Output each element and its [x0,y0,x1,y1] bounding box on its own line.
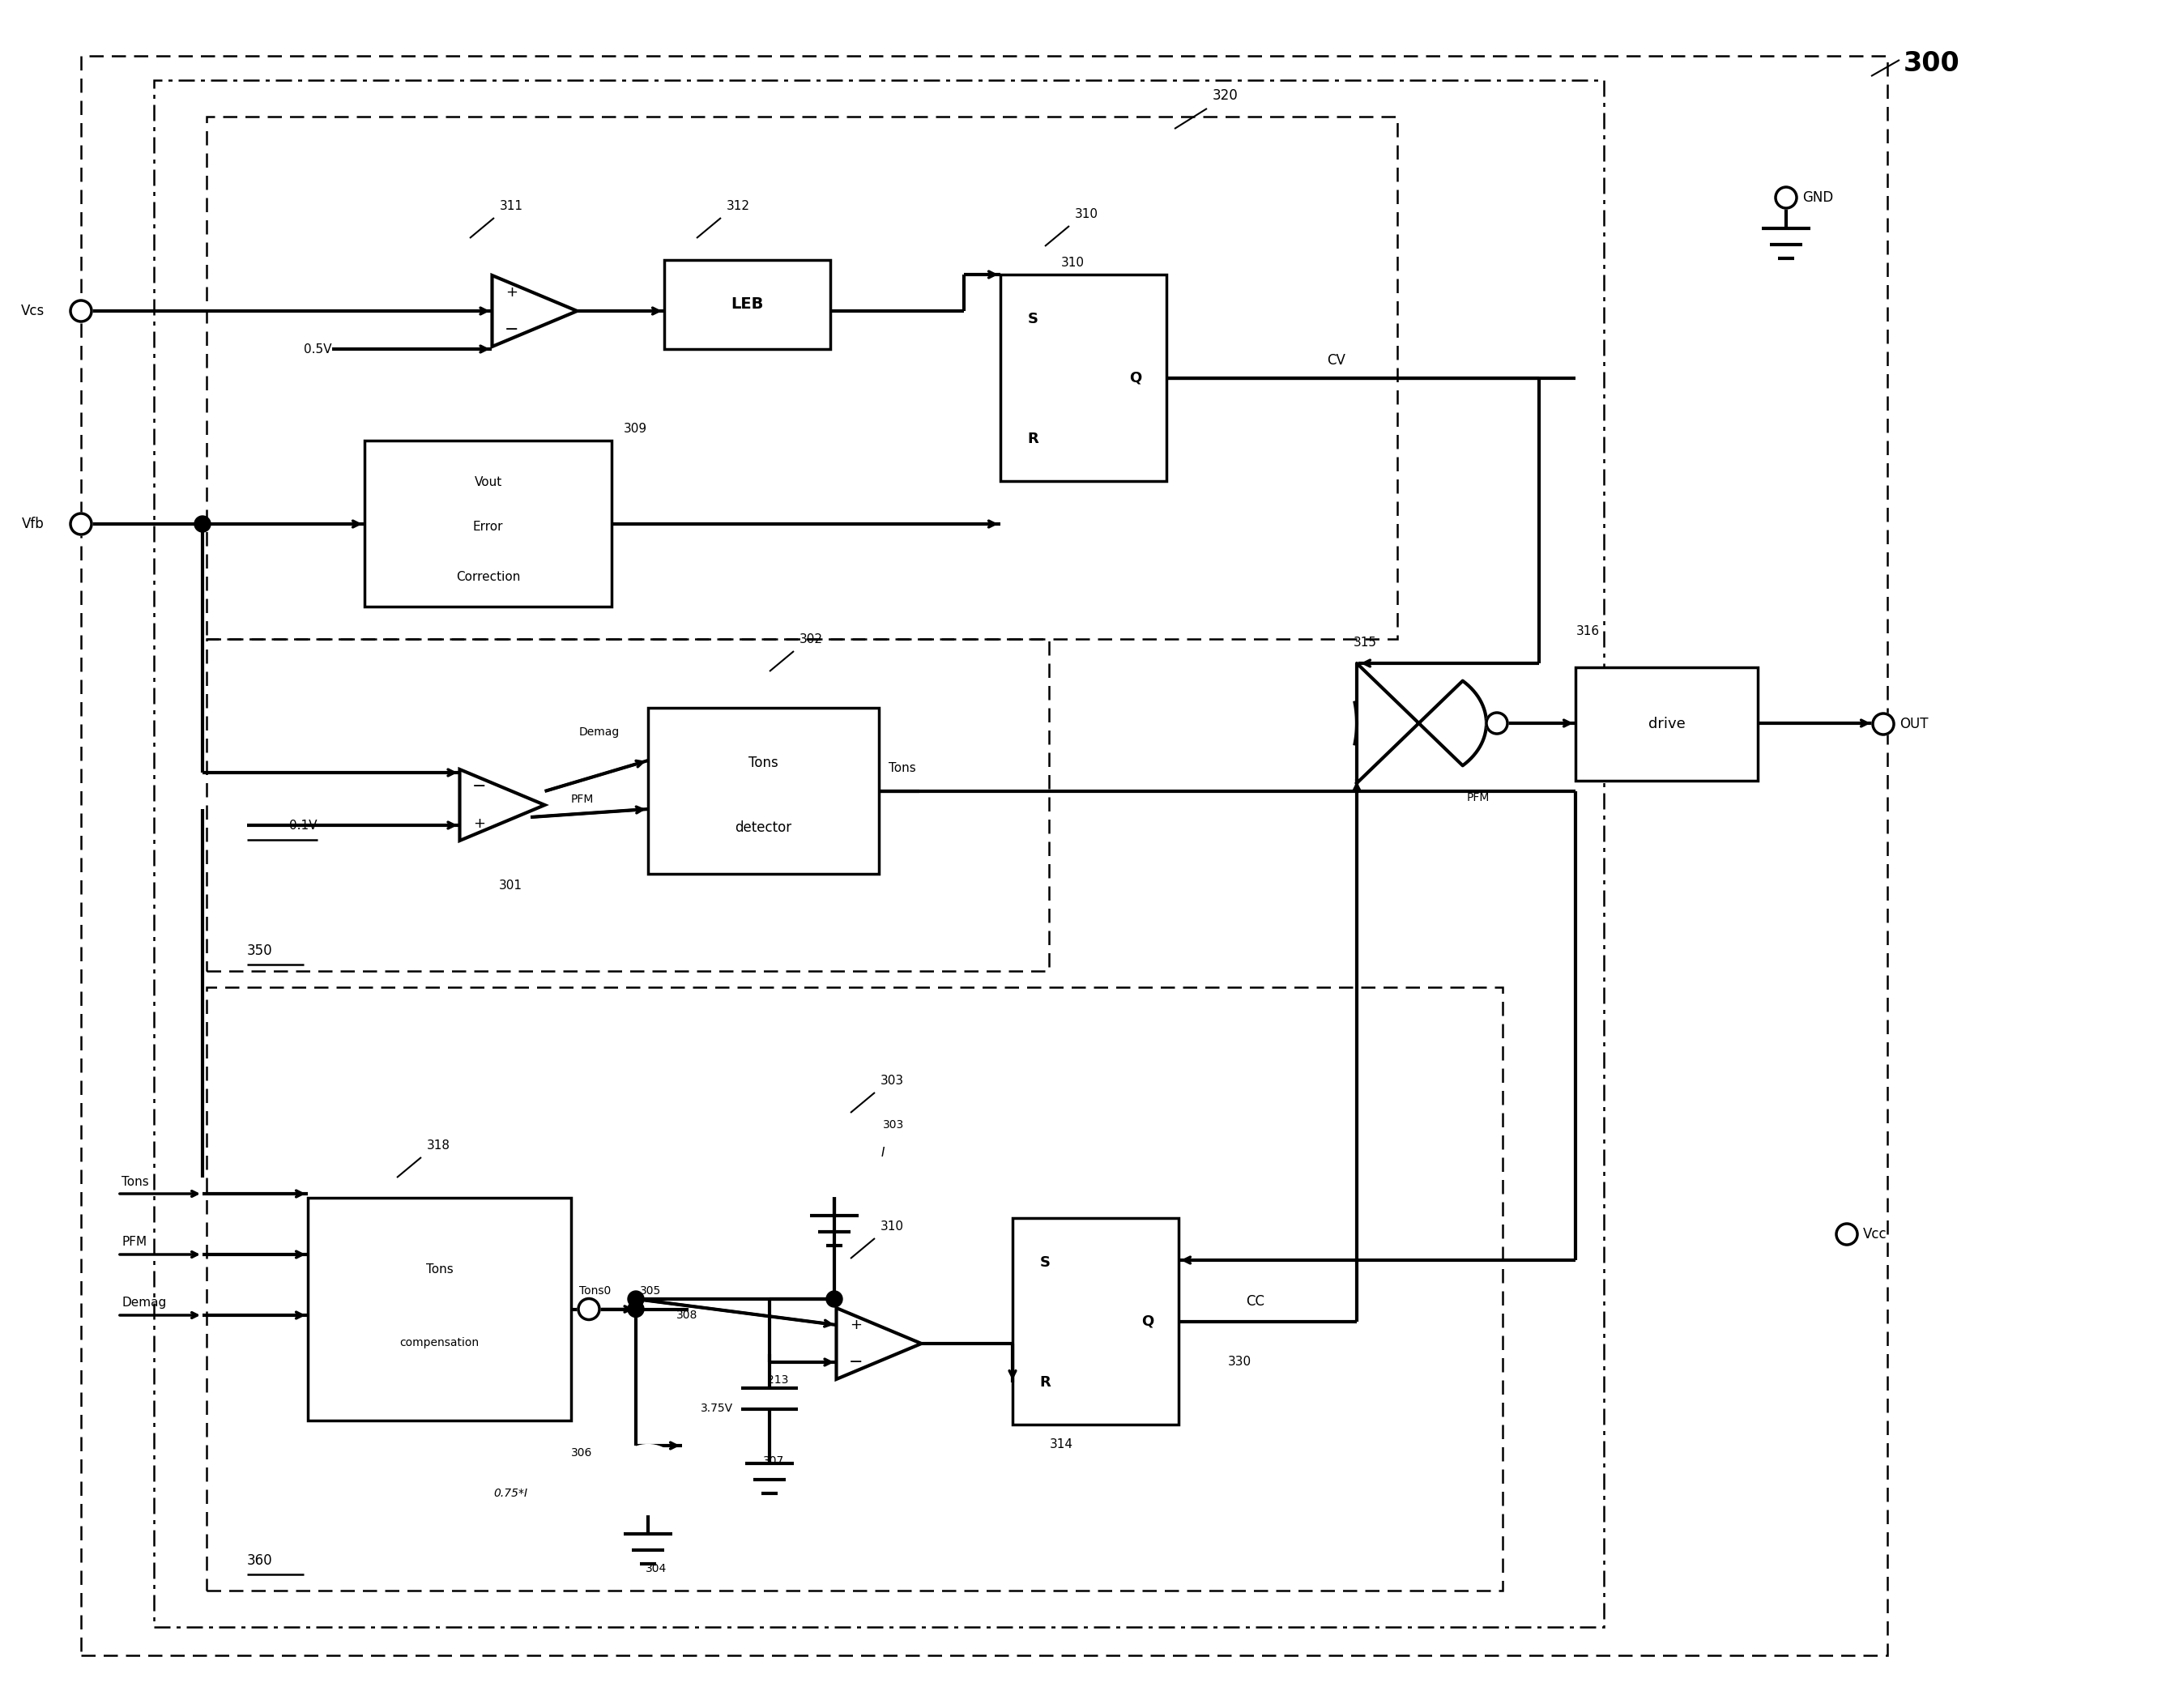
Text: Tons: Tons [888,762,916,774]
Text: 312: 312 [726,200,749,212]
Text: 311: 311 [500,200,524,212]
Text: Vout: Vout [474,477,503,488]
Text: 308: 308 [676,1310,697,1320]
Text: I: I [882,1148,884,1160]
Text: 0.1V: 0.1V [290,820,318,832]
Text: PFM: PFM [572,794,593,804]
Text: LEB: LEB [730,297,765,313]
Text: 303: 303 [884,1119,903,1131]
Text: 318: 318 [427,1139,451,1151]
Circle shape [613,1445,682,1513]
Text: +: + [507,285,518,299]
Text: CC: CC [1245,1293,1265,1308]
Text: Correction: Correction [455,570,520,582]
Text: 302: 302 [799,634,823,646]
Text: 3.75V: 3.75V [700,1402,732,1414]
Text: 350: 350 [247,943,273,958]
Text: R: R [1040,1375,1051,1390]
Circle shape [1776,188,1796,208]
Circle shape [1874,714,1893,734]
Bar [1001,275,1167,482]
Text: −: − [849,1354,864,1370]
Text: CV: CV [1328,352,1345,367]
Text: 310: 310 [882,1221,903,1233]
Text: +: + [849,1317,862,1332]
Bar [154,80,1603,1628]
Text: GND: GND [1802,190,1832,205]
Text: 304: 304 [645,1563,667,1575]
Text: −: − [472,779,487,794]
Text: 310: 310 [1074,208,1098,220]
Text: 305: 305 [639,1286,661,1296]
Circle shape [578,1298,600,1320]
Text: Demag: Demag [121,1296,167,1308]
Bar [1575,668,1759,781]
Text: Q: Q [1141,1313,1154,1329]
Text: Tons: Tons [121,1175,149,1187]
Polygon shape [836,1308,921,1378]
Text: PFM: PFM [121,1237,147,1249]
Text: −: − [505,321,520,338]
Text: 306: 306 [572,1447,593,1459]
Text: PFM: PFM [1466,793,1490,803]
Text: 0.75*I: 0.75*I [494,1488,526,1500]
Text: 310: 310 [1061,256,1085,268]
Text: 303: 303 [882,1074,903,1086]
Text: Tons: Tons [427,1262,453,1276]
Bar [80,56,1887,1655]
Bar [648,707,879,874]
Circle shape [799,1127,869,1196]
Text: drive: drive [1648,717,1685,731]
Circle shape [628,1301,643,1317]
Text: 309: 309 [624,422,648,434]
Text: 314: 314 [1048,1438,1072,1450]
Text: 0.5V: 0.5V [303,343,331,355]
Circle shape [71,514,91,535]
Circle shape [628,1291,643,1307]
Text: Vcc: Vcc [1863,1226,1887,1242]
Text: 300: 300 [1904,51,1960,77]
Circle shape [1837,1223,1858,1245]
Circle shape [825,1291,843,1307]
Bar [364,441,611,606]
Text: Error: Error [472,521,503,533]
Text: OUT: OUT [1900,717,1928,731]
Polygon shape [459,769,544,840]
Circle shape [195,516,210,533]
Text: Q: Q [1128,371,1141,384]
Text: S: S [1027,313,1038,326]
Text: 307: 307 [762,1455,784,1467]
Text: Tons: Tons [749,755,778,770]
Bar [206,987,1503,1590]
Text: 316: 316 [1577,625,1599,637]
Bar [308,1197,572,1421]
Text: R: R [1027,432,1038,446]
Circle shape [1486,712,1508,734]
Bar [206,639,1048,972]
Text: +: + [474,816,485,830]
Text: S: S [1040,1255,1051,1269]
Text: 330: 330 [1228,1356,1252,1368]
Text: Vfb: Vfb [22,518,45,531]
Text: compensation: compensation [401,1337,479,1348]
Text: Vcs: Vcs [22,304,45,318]
Text: 301: 301 [498,880,522,892]
Bar [665,260,830,348]
Bar [1012,1218,1178,1424]
Text: detector: detector [734,820,793,835]
Polygon shape [492,275,576,347]
Text: Demag: Demag [578,726,619,738]
Text: 315: 315 [1354,637,1378,649]
Circle shape [71,301,91,321]
Text: Tons0: Tons0 [578,1286,611,1296]
Polygon shape [1356,663,1486,784]
Text: 213: 213 [767,1375,788,1385]
Text: 360: 360 [247,1553,273,1568]
Bar [206,116,1397,639]
Text: 320: 320 [1213,89,1239,102]
